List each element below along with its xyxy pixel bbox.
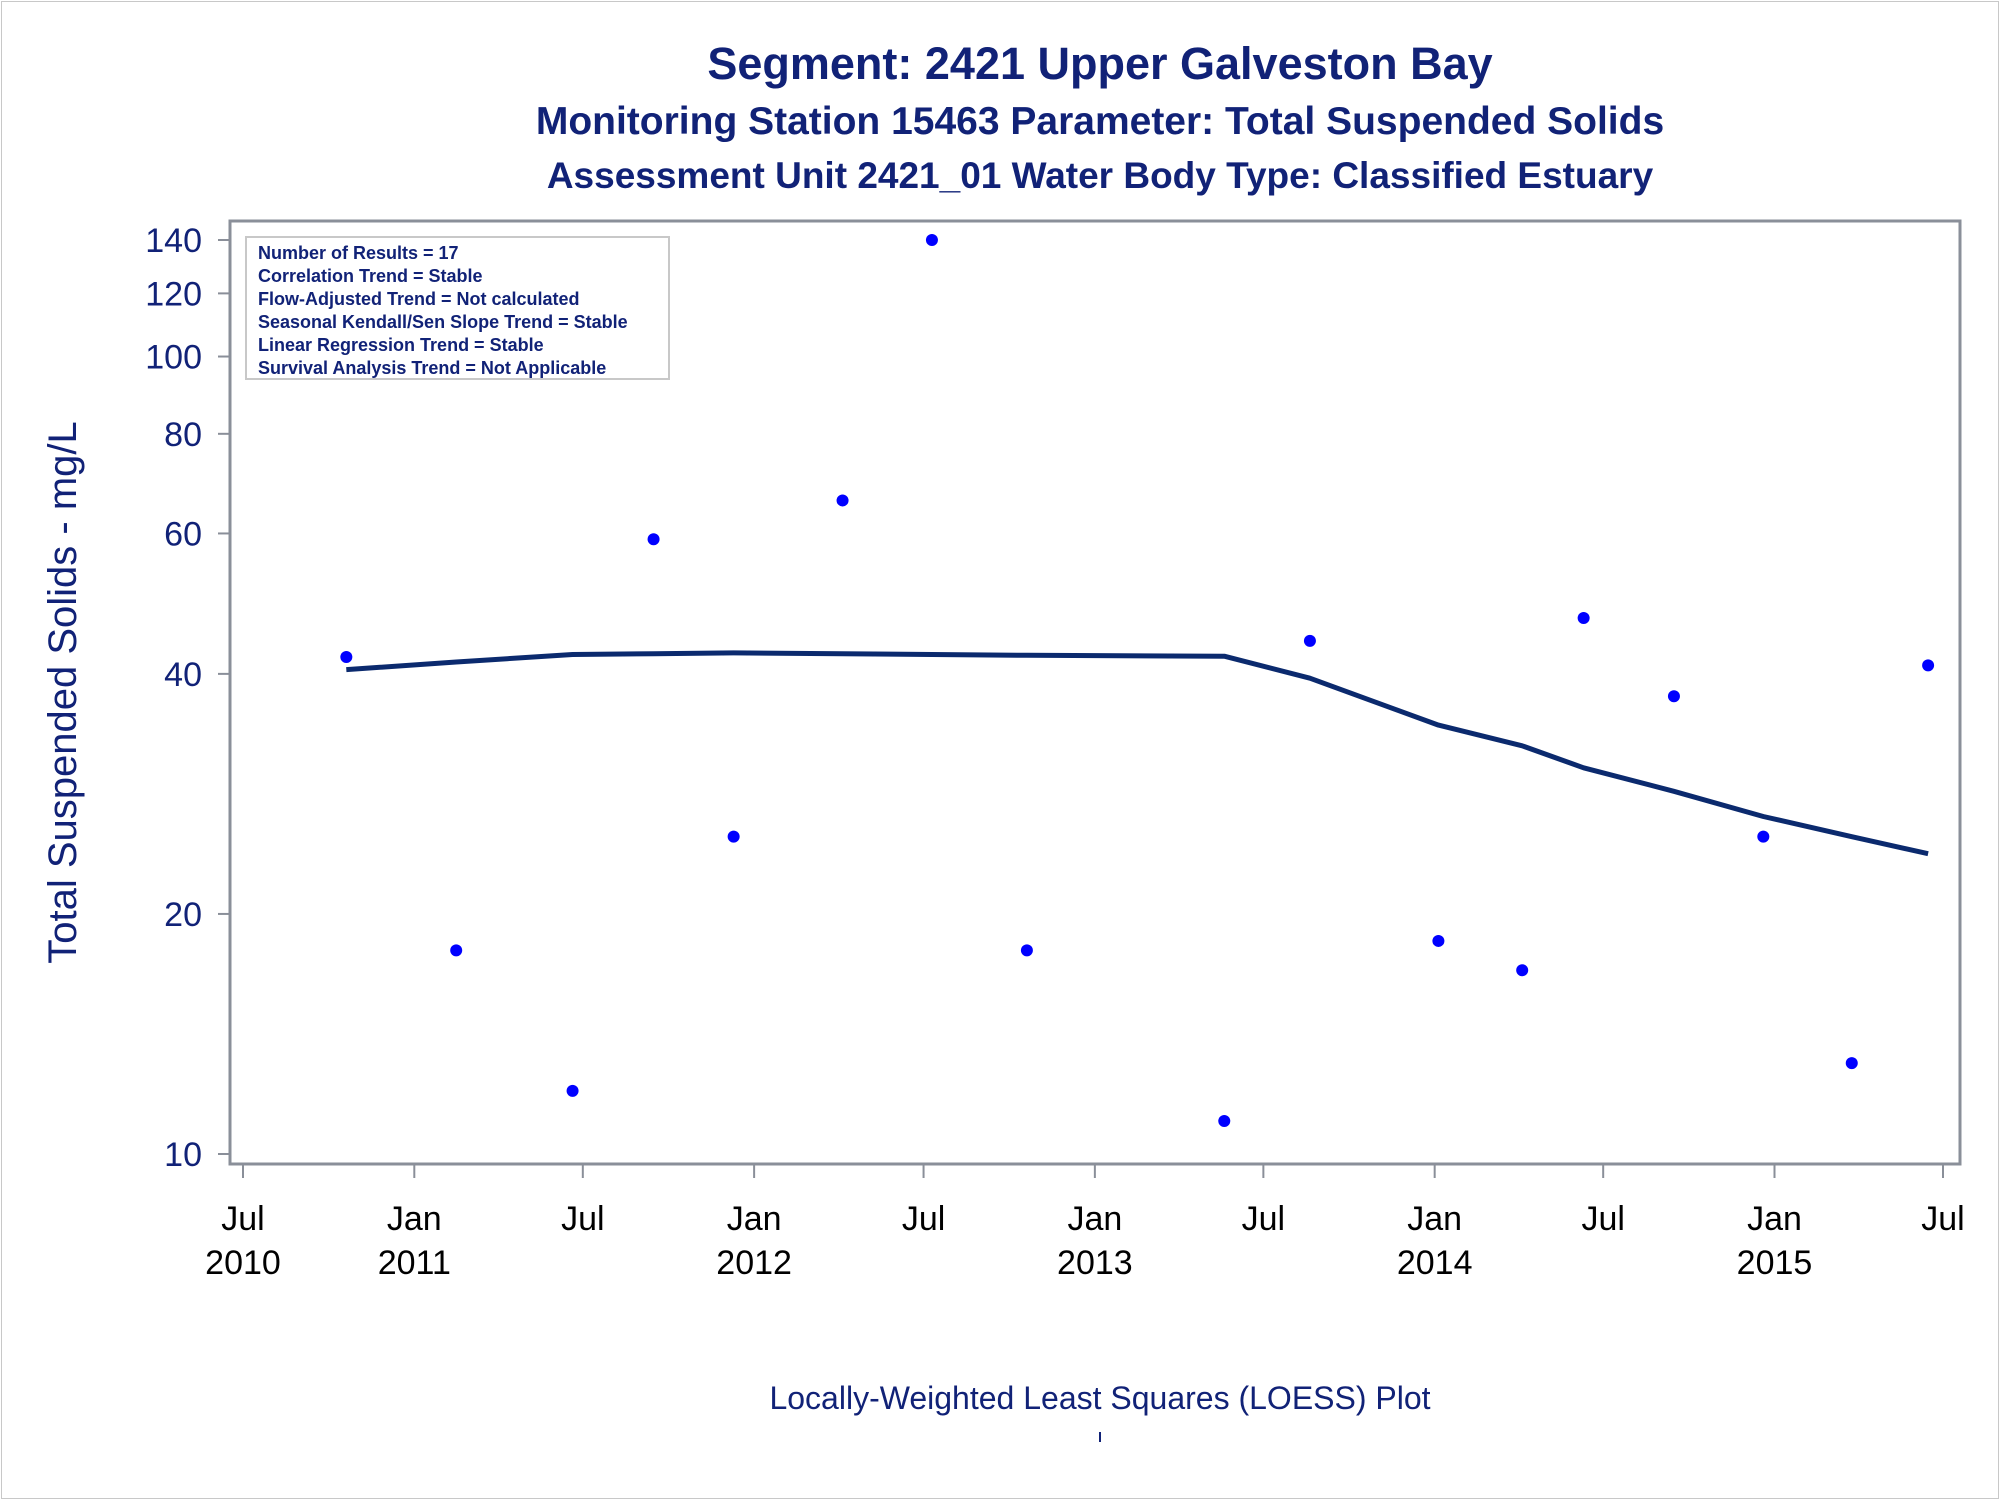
chart-footnote: Locally-Weighted Least Squares (LOESS) P… — [769, 1380, 1431, 1416]
x-tick-label: Jul — [1581, 1200, 1624, 1238]
y-tick-label: 10 — [164, 1136, 202, 1174]
x-tick-label: Jan — [387, 1200, 442, 1238]
data-point — [1516, 964, 1529, 977]
x-tick-label: Jul — [221, 1200, 264, 1238]
data-point — [1020, 944, 1033, 957]
data-point — [450, 944, 463, 957]
data-point — [1577, 612, 1590, 625]
x-tick-label: Jan — [1067, 1200, 1122, 1238]
x-tick-label: Jul — [561, 1200, 604, 1238]
chart-subtitle: Monitoring Station 15463 Parameter: Tota… — [535, 100, 1665, 143]
x-tick-label: Jan — [1407, 1200, 1462, 1238]
legend-entry: Linear Regression Trend = Stable — [258, 335, 544, 355]
data-point — [1922, 659, 1935, 672]
legend-entry: Seasonal Kendall/Sen Slope Trend = Stabl… — [258, 312, 628, 332]
x-tick-year-label: 2015 — [1737, 1244, 1813, 1282]
y-tick-label: 140 — [145, 222, 202, 260]
footnote-tick-mark — [1099, 1432, 1101, 1442]
x-tick-year-label: 2011 — [378, 1244, 451, 1282]
x-tick-label: Jul — [1242, 1200, 1285, 1238]
data-point — [1218, 1114, 1231, 1127]
data-point — [1845, 1057, 1858, 1070]
x-tick-label: Jan — [1747, 1200, 1802, 1238]
y-tick-label: 120 — [145, 275, 202, 313]
data-point — [1432, 934, 1445, 947]
data-point — [1667, 690, 1680, 703]
y-tick-label: 40 — [164, 656, 202, 694]
x-tick-label: Jul — [1921, 1200, 1964, 1238]
x-tick-year-label: 2014 — [1397, 1244, 1473, 1282]
y-tick-label: 60 — [164, 515, 202, 553]
y-tick-label: 80 — [164, 416, 202, 454]
y-tick-label: 100 — [145, 339, 202, 377]
data-point — [647, 533, 660, 546]
legend-entry: Flow-Adjusted Trend = Not calculated — [258, 289, 580, 309]
data-point — [836, 494, 849, 507]
legend-entry: Number of Results = 17 — [258, 243, 459, 263]
data-point — [1303, 634, 1316, 647]
x-tick-label: Jan — [727, 1200, 782, 1238]
data-point — [566, 1084, 579, 1097]
x-tick-year-label: 2010 — [205, 1244, 281, 1282]
data-point — [925, 234, 938, 246]
loess-trend-line — [346, 650, 1929, 857]
data-point — [1757, 830, 1770, 843]
chart-title: Segment: 2421 Upper Galveston Bay — [707, 38, 1493, 89]
data-point — [727, 830, 740, 843]
y-axis-label: Total Suspended Solids - mg/L — [41, 421, 85, 964]
chart-subtitle-2: Assessment Unit 2421_01 Water Body Type:… — [546, 155, 1654, 196]
x-tick-year-label: 2013 — [1057, 1244, 1133, 1282]
legend-box — [245, 236, 670, 380]
x-tick-label: Jul — [902, 1200, 945, 1238]
y-tick-label: 20 — [164, 896, 202, 934]
data-point — [340, 650, 353, 663]
legend-entry: Survival Analysis Trend = Not Applicable — [258, 358, 606, 378]
x-tick-year-label: 2012 — [716, 1244, 792, 1282]
legend-entry: Correlation Trend = Stable — [258, 266, 483, 286]
